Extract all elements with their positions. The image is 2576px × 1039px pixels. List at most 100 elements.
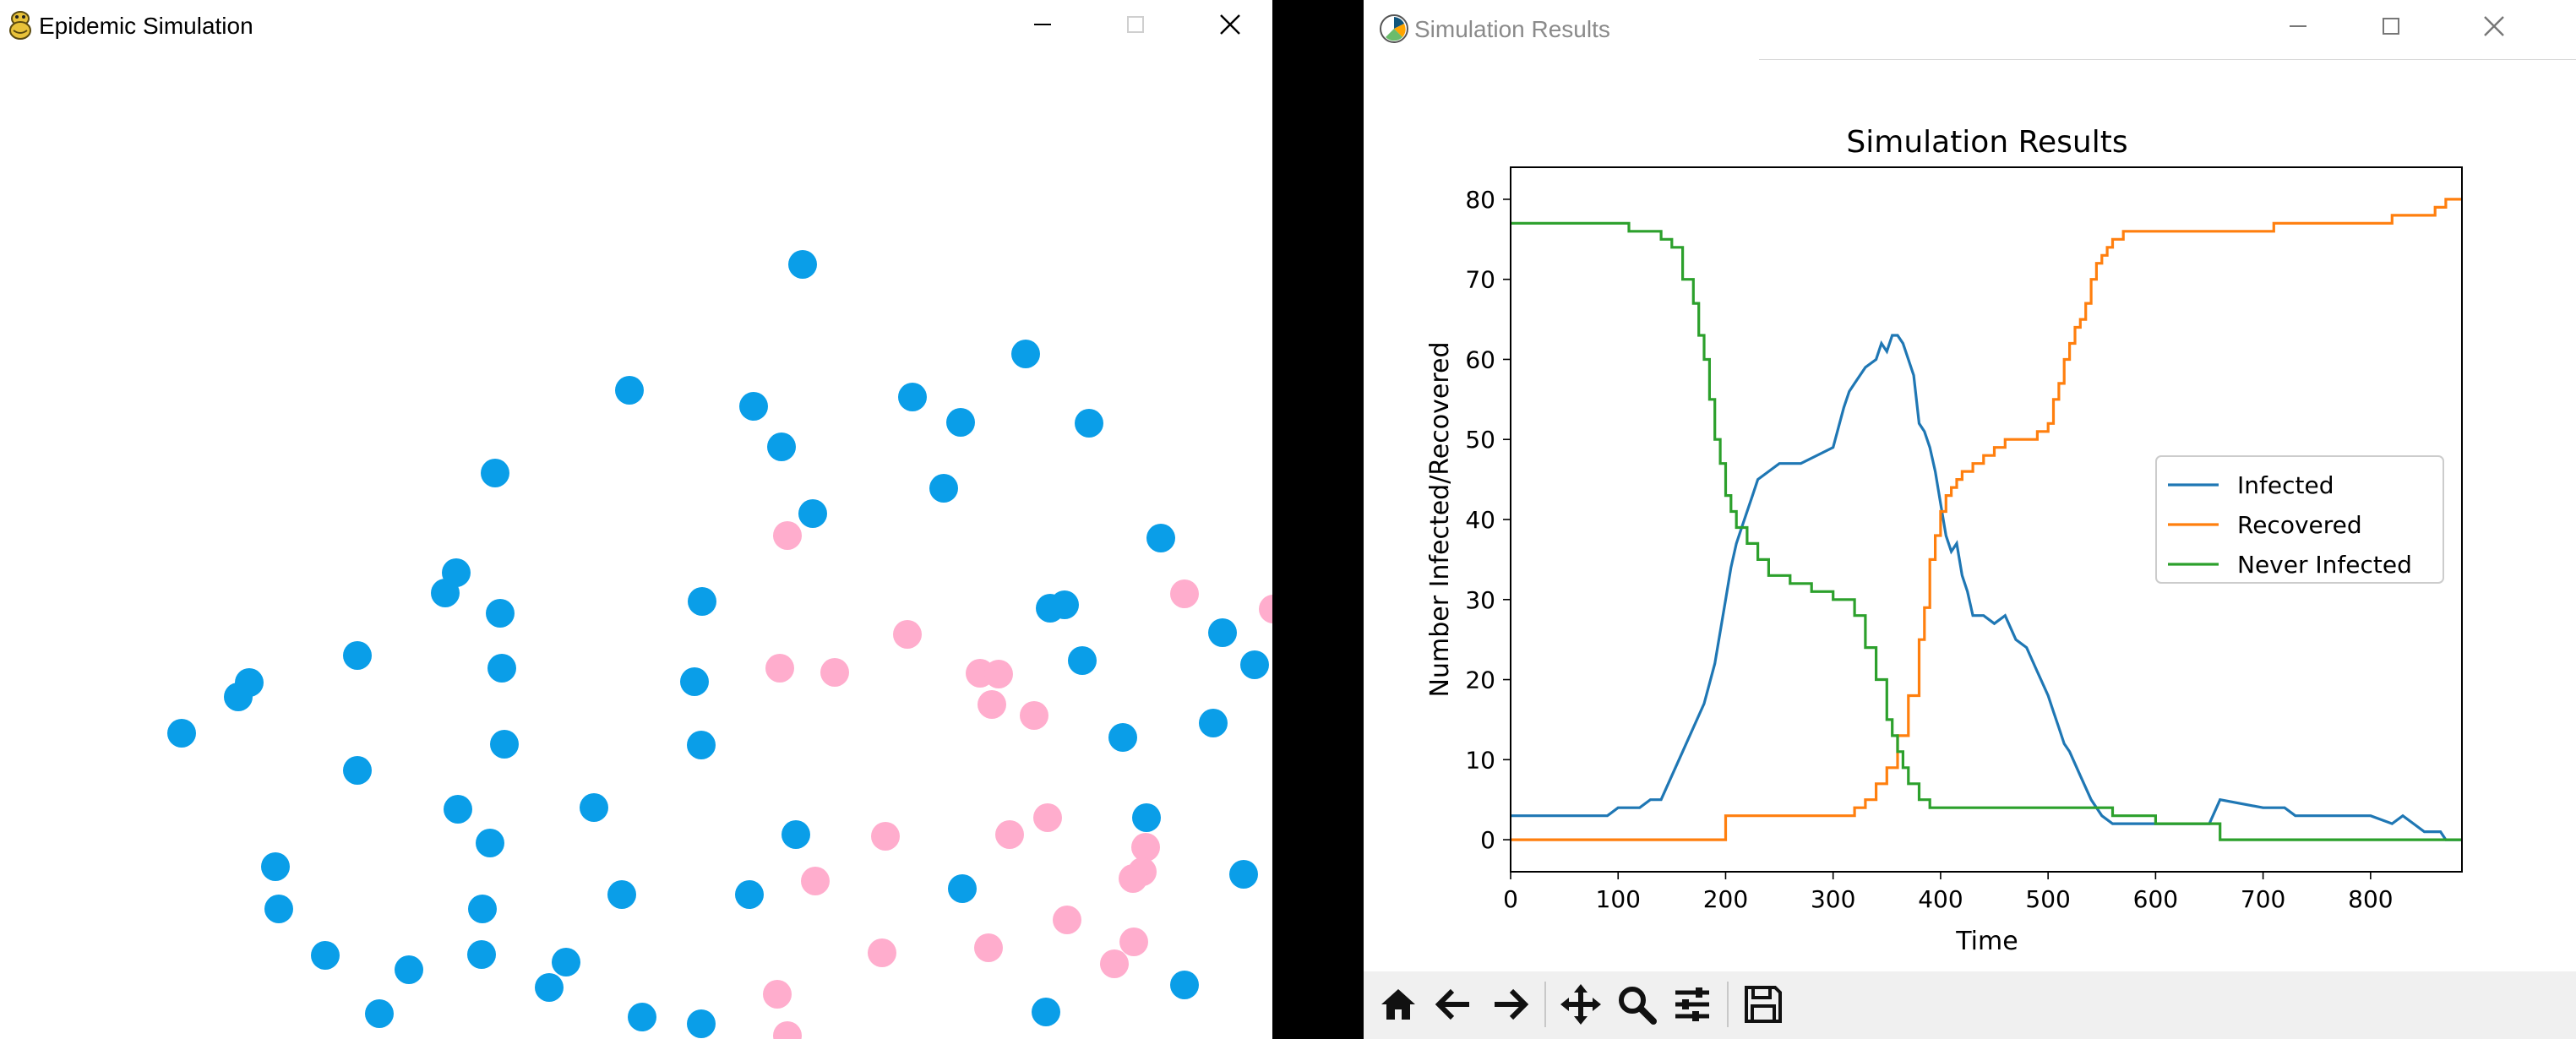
- healthy-particle: [343, 641, 372, 670]
- healthy-particle: [487, 654, 516, 683]
- forward-icon: [1495, 988, 1529, 1020]
- healthy-particle: [1108, 723, 1137, 752]
- configure-subplots-icon: [1675, 987, 1709, 1021]
- recovered-particle: [1259, 595, 1272, 623]
- toolbar-separator: [1727, 982, 1729, 1027]
- healthy-particle: [782, 820, 810, 849]
- healthy-particle: [1146, 524, 1175, 552]
- x-tick-label: 600: [2133, 885, 2178, 913]
- y-tick-label: 60: [1465, 345, 1495, 373]
- healthy-particle: [476, 829, 504, 857]
- recovered-particle: [801, 867, 830, 895]
- recovered-particle: [1170, 579, 1199, 608]
- recovered-particle: [820, 658, 849, 687]
- maximize-icon: [2383, 18, 2399, 35]
- recovered-particle: [765, 654, 794, 683]
- healthy-particle: [687, 1009, 716, 1038]
- recovered-particle: [1053, 906, 1081, 934]
- forward-button[interactable]: [1484, 978, 1536, 1031]
- pan-button[interactable]: [1555, 978, 1607, 1031]
- healthy-particle: [1132, 803, 1161, 832]
- legend-box: [2155, 455, 2444, 584]
- healthy-particle: [1075, 409, 1103, 438]
- minimize-button[interactable]: [1000, 0, 1085, 49]
- healthy-particle: [688, 587, 716, 616]
- healthy-particle: [948, 874, 977, 903]
- healthy-particle: [311, 941, 340, 970]
- x-tick-label: 0: [1503, 885, 1518, 913]
- healthy-particle: [468, 895, 497, 923]
- close-icon: [2484, 16, 2504, 36]
- healthy-particle: [1229, 860, 1258, 889]
- window-title: Epidemic Simulation: [39, 13, 253, 39]
- healthy-particle: [552, 948, 580, 976]
- healthy-particle: [680, 667, 709, 696]
- chart-title: Simulation Results: [1846, 125, 2127, 160]
- healthy-particle: [167, 719, 196, 748]
- healthy-particle: [1208, 618, 1237, 647]
- close-button[interactable]: [1188, 0, 1272, 49]
- healthy-particle: [687, 731, 716, 759]
- x-tick-label: 100: [1596, 885, 1641, 913]
- recovered-particle: [984, 660, 1013, 688]
- healthy-particle: [343, 756, 372, 785]
- configure-subplots-button[interactable]: [1666, 978, 1718, 1031]
- healthy-particle: [628, 1003, 656, 1031]
- y-tick-label: 70: [1465, 266, 1495, 294]
- zoom-icon: [1619, 987, 1657, 1025]
- y-tick-label: 40: [1465, 506, 1495, 534]
- healthy-particle: [261, 852, 290, 881]
- healthy-particle: [1170, 971, 1199, 999]
- x-tick-label: 200: [1703, 885, 1748, 913]
- close-button[interactable]: [2452, 2, 2536, 51]
- toolbar-separator: [1544, 982, 1546, 1027]
- x-tick-label: 300: [1811, 885, 1855, 913]
- title-bar[interactable]: Simulation Results: [1364, 0, 2576, 59]
- recovered-particle: [893, 620, 922, 649]
- recovered-particle: [1020, 701, 1048, 730]
- x-tick-label: 800: [2348, 885, 2393, 913]
- series-line-infected: [1511, 334, 2462, 841]
- save-button[interactable]: [1737, 978, 1789, 1031]
- healthy-particle: [365, 999, 394, 1028]
- home-button[interactable]: [1372, 978, 1424, 1031]
- healthy-particle: [929, 474, 958, 503]
- recovered-particle: [773, 1021, 802, 1039]
- healthy-particle: [788, 250, 817, 279]
- recovered-particle: [868, 938, 896, 967]
- recovered-particle: [995, 820, 1024, 849]
- recovered-particle: [763, 980, 792, 1009]
- healthy-particle: [615, 376, 644, 405]
- save-icon: [1745, 986, 1782, 1023]
- simulation-results-window: Simulation Results Simulation Results Ti…: [1364, 0, 2576, 1039]
- recovered-particle: [871, 822, 900, 851]
- healthy-particle: [481, 459, 509, 487]
- series-line-recovered: [1511, 198, 2462, 841]
- close-icon: [1220, 14, 1240, 35]
- back-button[interactable]: [1428, 978, 1480, 1031]
- recovered-particle: [974, 933, 1003, 962]
- healthy-particle: [490, 730, 519, 759]
- healthy-particle: [467, 940, 496, 969]
- maximize-button[interactable]: [2349, 2, 2433, 51]
- zoom-button[interactable]: [1610, 978, 1663, 1031]
- maximize-button[interactable]: [1093, 0, 1178, 49]
- y-tick-label: 0: [1480, 826, 1495, 854]
- healthy-particle: [395, 955, 423, 984]
- minimize-button[interactable]: [2256, 2, 2340, 51]
- healthy-particle: [1068, 646, 1097, 675]
- recovered-particle: [1131, 833, 1160, 862]
- healthy-particle: [607, 880, 636, 909]
- healthy-particle: [735, 880, 764, 909]
- x-axis-label: Time: [1955, 927, 2018, 956]
- healthy-particle: [798, 499, 827, 528]
- x-tick-label: 400: [1918, 885, 1963, 913]
- healthy-particle: [535, 973, 564, 1002]
- healthy-particle: [1050, 590, 1079, 619]
- matplotlib-icon: [1380, 14, 1408, 43]
- healthy-particle: [264, 895, 293, 923]
- legend-entry-label: Recovered: [2237, 511, 2362, 539]
- title-bar[interactable]: Epidemic Simulation: [0, 0, 1272, 52]
- healthy-particle: [739, 392, 768, 421]
- healthy-particle: [224, 683, 253, 711]
